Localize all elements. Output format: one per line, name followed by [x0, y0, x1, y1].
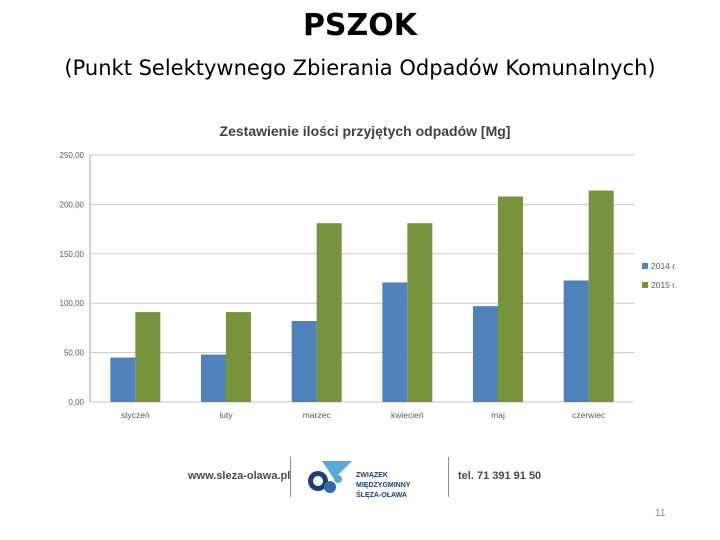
bar-2014r-2 — [291, 320, 317, 402]
bar-2014r-4 — [473, 306, 498, 402]
bar-2014r-0 — [110, 357, 136, 402]
footer-divider — [448, 457, 449, 497]
x-tick-label: marzec — [303, 410, 332, 420]
x-tick-label: luty — [219, 410, 233, 420]
bar-2015r-0 — [135, 312, 161, 402]
y-tick-label: 0,00 — [68, 398, 84, 407]
bar-2014r-3 — [382, 282, 408, 402]
footer-org-name: ZWIĄZEK MIĘDZYGMINNY ŚLĘZA-OŁAWA — [356, 471, 444, 501]
bar-2014r-1 — [201, 354, 226, 402]
legend-swatch — [642, 263, 648, 269]
legend-swatch — [642, 282, 648, 288]
org-logo-icon — [308, 461, 352, 493]
bar-2015r-3 — [407, 223, 433, 402]
bar-2015r-4 — [498, 196, 523, 402]
bar-2015r-2 — [316, 223, 342, 402]
footer-phone: tel. 71 391 91 50 — [458, 470, 542, 482]
footer-bar: www.sleza-olawa.pl ZWIĄZEK MIĘDZYGMINNY … — [180, 455, 550, 499]
x-tick-label: kwiecień — [391, 410, 424, 420]
bar-2014r-5 — [563, 280, 589, 402]
x-tick-label: czerwiec — [572, 410, 606, 420]
chart-container: Zestawienie ilości przyjętych odpadów [M… — [30, 112, 700, 432]
page-number: 11 — [655, 508, 666, 519]
legend-label: 2015 r. — [651, 280, 677, 290]
x-tick-label: styczeń — [121, 410, 150, 420]
footer-org-line2: ŚLĘZA-OŁAWA — [356, 492, 407, 499]
footer-org-line1: ZWIĄZEK MIĘDZYGMINNY — [356, 472, 411, 489]
legend-label: 2014 r. — [651, 261, 677, 271]
x-tick-label: maj — [491, 410, 505, 420]
chart-title: Zestawienie ilości przyjętych odpadów [M… — [220, 123, 511, 139]
footer-url-link[interactable]: www.sleza-olawa.pl — [188, 470, 291, 482]
y-tick-label: 100,00 — [60, 299, 85, 308]
slide-title: PSZOK — [302, 8, 418, 43]
bar-chart: Zestawienie ilości przyjętych odpadów [M… — [60, 123, 677, 420]
y-tick-label: 250,00 — [60, 151, 85, 160]
bar-2015r-5 — [588, 190, 614, 402]
footer-divider — [290, 457, 291, 497]
slide-subtitle: (Punkt Selektywnego Zbierania Odpadów Ko… — [64, 56, 656, 80]
y-tick-label: 50,00 — [64, 349, 85, 358]
y-tick-label: 200,00 — [60, 200, 85, 209]
bar-2015r-1 — [226, 312, 251, 402]
y-tick-label: 150,00 — [60, 250, 85, 259]
